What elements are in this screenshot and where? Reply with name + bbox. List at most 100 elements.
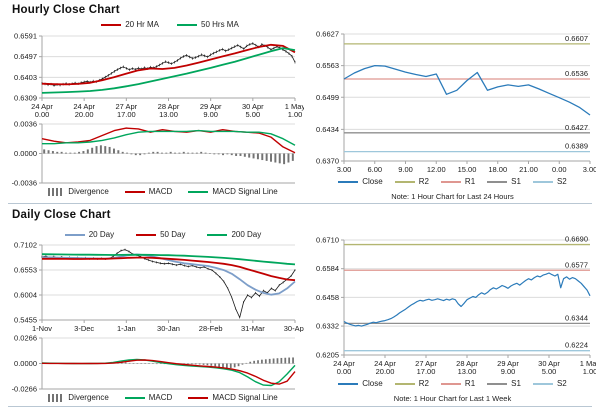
svg-text:0.6403: 0.6403	[14, 73, 37, 82]
legend-label: S2	[556, 177, 567, 186]
legend-label: R1	[464, 379, 476, 388]
svg-text:21.00: 21.00	[519, 165, 538, 173]
svg-text:0.6536: 0.6536	[565, 69, 588, 78]
svg-text:28-Feb: 28-Feb	[199, 324, 223, 332]
svg-text:29 Apr: 29 Apr	[200, 102, 222, 111]
svg-text:0.6584: 0.6584	[316, 264, 339, 273]
line-swatch-icon	[532, 180, 553, 183]
svg-text:24 Apr: 24 Apr	[374, 359, 396, 368]
legend-label: S1	[511, 379, 521, 388]
legend-item: R1	[440, 379, 476, 388]
legend-item: Close	[338, 177, 383, 186]
legend-item: 200 Day	[207, 230, 261, 239]
svg-text:30-Apr: 30-Apr	[284, 324, 304, 332]
legend-label: MACD Signal Line	[212, 393, 278, 402]
legend-label: MACD	[148, 187, 173, 196]
svg-text:0.6577: 0.6577	[565, 260, 588, 269]
svg-text:0.00: 0.00	[35, 110, 50, 119]
line-swatch-icon	[394, 180, 415, 183]
svg-text:17.00: 17.00	[117, 110, 136, 119]
line-swatch-icon	[124, 190, 145, 193]
pivot-week-chart: 0.6710 0.6584 0.6458 0.6332 0.6205 24 Apr 0.00…	[308, 235, 600, 376]
hourly-macd-legend: Divergence MACD MACD Signal Line	[26, 187, 300, 196]
svg-text:0.6427: 0.6427	[565, 123, 588, 132]
legend-label: S2	[556, 379, 567, 388]
svg-text:5.00: 5.00	[542, 367, 557, 376]
bottom-divider	[8, 406, 592, 407]
svg-text:5.00: 5.00	[246, 110, 261, 119]
svg-text:28 Apr: 28 Apr	[158, 102, 180, 111]
svg-text:0.6710: 0.6710	[316, 236, 339, 245]
legend-label: Close	[362, 379, 383, 388]
svg-text:28 Apr: 28 Apr	[456, 359, 478, 368]
svg-text:9.00: 9.00	[398, 165, 413, 173]
svg-text:0.0036: 0.0036	[14, 120, 37, 129]
line-swatch-icon	[101, 23, 122, 26]
hourly-price-legend: 20 Hr MA 50 Hrs MA	[40, 20, 300, 29]
svg-text:0.6332: 0.6332	[316, 322, 339, 331]
pivot-week-note: Note: 1 Hour Chart for Last 1 Week	[393, 394, 512, 403]
legend-item: 50 Hrs MA	[177, 20, 239, 29]
line-swatch-icon	[338, 180, 359, 183]
line-swatch-icon	[487, 382, 508, 385]
daily-chart-title: Daily Close Chart	[12, 209, 111, 221]
svg-text:3-Dec: 3-Dec	[74, 324, 94, 332]
svg-text:0.6627: 0.6627	[316, 30, 339, 39]
svg-text:1-Nov: 1-Nov	[32, 324, 52, 332]
legend-item: MACD	[124, 187, 173, 196]
svg-text:24 Apr: 24 Apr	[73, 102, 95, 111]
line-swatch-icon	[177, 23, 197, 26]
svg-text:9.00: 9.00	[501, 367, 516, 376]
svg-text:1.00: 1.00	[583, 367, 596, 376]
svg-text:29 Apr: 29 Apr	[497, 359, 519, 368]
legend-label: Divergence	[68, 393, 109, 402]
svg-text:1.00: 1.00	[288, 110, 303, 119]
legend-label: Divergence	[68, 187, 109, 196]
svg-text:24 Apr: 24 Apr	[31, 102, 53, 111]
svg-text:30 Apr: 30 Apr	[538, 359, 560, 368]
legend-label: 20 Hr MA	[125, 20, 159, 29]
line-swatch-icon	[487, 180, 508, 183]
svg-text:-0.0266: -0.0266	[12, 385, 37, 393]
line-swatch-icon	[338, 382, 359, 385]
svg-text:30 Apr: 30 Apr	[242, 102, 264, 111]
svg-text:12.00: 12.00	[427, 165, 446, 173]
svg-text:3.00: 3.00	[337, 165, 352, 173]
svg-text:0.6497: 0.6497	[14, 52, 37, 61]
legend-label: MACD	[148, 393, 173, 402]
legend-label: 50 Day	[160, 230, 186, 239]
divergence-bars-swatch-icon	[48, 393, 65, 402]
svg-text:0.6591: 0.6591	[14, 32, 37, 41]
daily-macd-svg: 0.0266 0.0000 -0.0266	[12, 334, 296, 394]
line-swatch-icon	[532, 382, 553, 385]
legend-item: MACD	[124, 393, 173, 402]
line-swatch-icon	[440, 382, 461, 385]
pivot-24h-chart: 0.6627 0.6563 0.6499 0.6434 0.6370 3.00 6.00 9.…	[308, 30, 597, 175]
legend-item: R2	[394, 379, 429, 388]
svg-text:13.00: 13.00	[159, 110, 178, 119]
legend-item: MACD Signal Line	[188, 187, 278, 196]
line-swatch-icon	[188, 190, 209, 193]
daily-price-chart: 0.7102 0.6553 0.6004 0.5455 1-Nov 3-Dec 1-Jan 3…	[6, 241, 307, 334]
svg-text:0.6224: 0.6224	[565, 341, 588, 350]
hourly-macd-chart: 0.0036 0.0000 -0.0036	[6, 120, 304, 188]
svg-text:1 May: 1 May	[580, 359, 596, 368]
pivot-24h-legend: Close R2 R1 S1 S2	[315, 177, 590, 186]
legend-item: 20 Day	[64, 230, 115, 239]
legend-label: 20 Day	[88, 230, 115, 239]
svg-text:1 May: 1 May	[285, 102, 304, 111]
svg-text:0.6553: 0.6553	[14, 266, 37, 275]
legend-item: S2	[532, 379, 567, 388]
svg-text:0.6607: 0.6607	[565, 34, 588, 43]
legend-item: MACD Signal Line	[188, 393, 278, 402]
svg-text:0.0266: 0.0266	[14, 334, 37, 343]
line-swatch-icon	[394, 382, 415, 385]
svg-text:15.00: 15.00	[458, 165, 477, 173]
pivot-week-legend: Close R2 R1 S1 S2	[315, 379, 590, 388]
svg-text:0.6370: 0.6370	[316, 157, 339, 166]
legend-item: R2	[394, 177, 429, 186]
svg-text:20.00: 20.00	[75, 110, 94, 119]
legend-label: R1	[464, 177, 476, 186]
